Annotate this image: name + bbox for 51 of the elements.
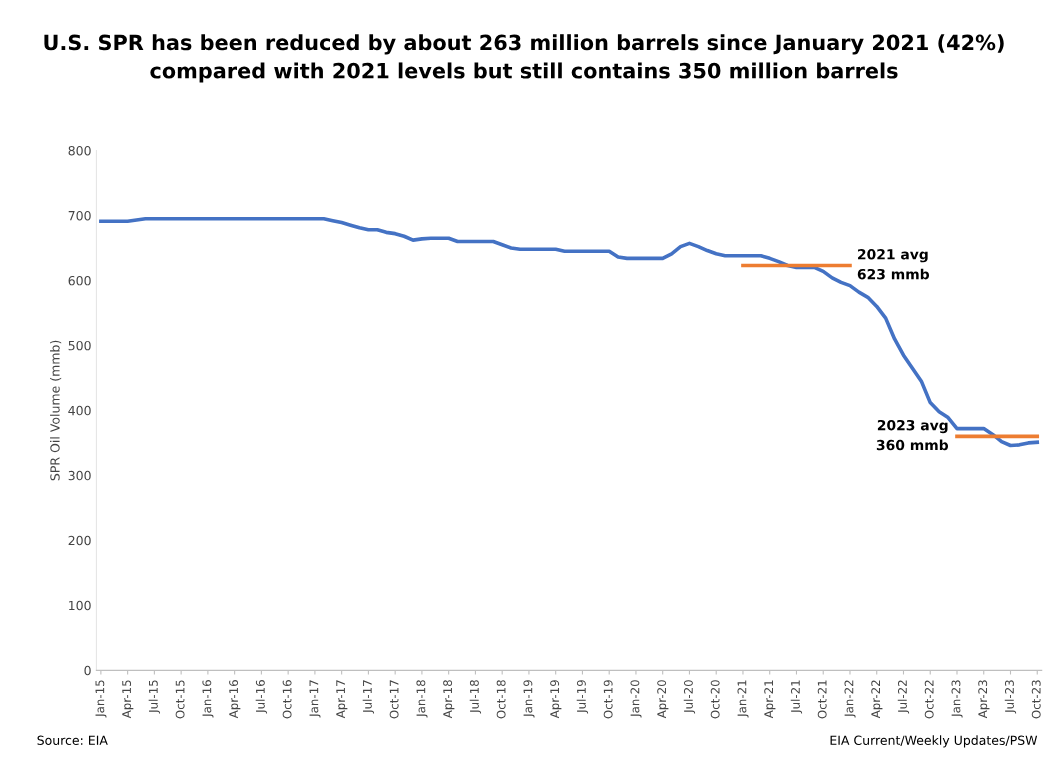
- x-tick-label: Jan-16: [202, 680, 214, 718]
- y-tick-label: 100: [69, 600, 91, 611]
- x-tick-label: Jul-17: [362, 680, 375, 714]
- x-tick-label: Jan-15: [95, 680, 107, 718]
- x-tick-label: Oct-23: [1031, 680, 1041, 719]
- x-tick-label: Apr-23: [978, 680, 990, 719]
- y-tick-label: 700: [68, 210, 91, 221]
- y-axis-title: SPR Oil Volume (mmb): [50, 340, 62, 481]
- x-tick-label: Oct-22: [924, 680, 934, 719]
- y-tick-label: 300: [68, 470, 91, 481]
- annotation: 2023 avg 360 mmb: [876, 419, 949, 451]
- x-tick-label: Jan-19: [523, 680, 535, 718]
- x-tick-label: Jul-16: [255, 680, 268, 714]
- y-tick-label: 400: [68, 405, 91, 416]
- x-tick-label: Apr-18: [443, 680, 455, 719]
- x-tick-label: Oct-15: [175, 680, 185, 719]
- y-tick-label: 0: [84, 665, 91, 676]
- x-tick-label: Oct-16: [282, 680, 292, 719]
- x-tick-label: Apr-17: [336, 680, 348, 719]
- x-tick-label: Jul-23: [1004, 680, 1017, 714]
- x-tick-label: Jul-22: [897, 680, 910, 714]
- chart-title: U.S. SPR has been reduced by about 263 million barrels since January 2021 (42%) compared with 2021 levels but still contains 350 million barrels: [44, 34, 1004, 83]
- x-tick-label: Jan-20: [630, 680, 642, 718]
- x-tick-label: Jul-18: [469, 680, 482, 714]
- x-tick-label: Jan-17: [309, 680, 321, 718]
- text: EIA Current/Weekly Updates/PSW: [830, 735, 1038, 748]
- x-tick-label: Jul-19: [576, 680, 589, 714]
- x-tick-label: Oct-19: [603, 680, 613, 719]
- x-tick-label: Jan-21: [737, 680, 749, 718]
- x-tick-label: Jul-15: [148, 680, 160, 714]
- x-tick-label: Jul-20: [683, 680, 696, 714]
- x-tick-label: Apr-15: [122, 680, 134, 719]
- x-tick-label: Oct-18: [496, 680, 506, 719]
- x-tick-label: Apr-19: [550, 680, 562, 719]
- y-tick-label: 800: [68, 145, 91, 156]
- y-tick-label: 500: [68, 340, 91, 351]
- annotation: 2021 avg 623 mmb: [857, 249, 930, 280]
- x-tick-label: Jan-23: [951, 680, 963, 718]
- x-tick-label: Apr-22: [871, 680, 883, 719]
- x-tick-label: Oct-21: [817, 680, 827, 719]
- y-tick-label: 600: [68, 275, 91, 286]
- x-tick-label: Apr-16: [229, 680, 241, 719]
- x-tick-label: Apr-20: [657, 680, 669, 719]
- y-tick-label: 200: [68, 535, 91, 546]
- x-tick-label: Oct-17: [389, 680, 399, 719]
- x-tick-label: Jan-18: [416, 680, 428, 718]
- x-tick-label: Oct-20: [710, 680, 720, 719]
- x-tick-label: Jul-21: [790, 680, 803, 714]
- source-note: Source: EIA: [37, 735, 108, 745]
- x-tick-label: Jan-22: [844, 680, 856, 718]
- x-tick-label: Apr-21: [764, 680, 776, 719]
